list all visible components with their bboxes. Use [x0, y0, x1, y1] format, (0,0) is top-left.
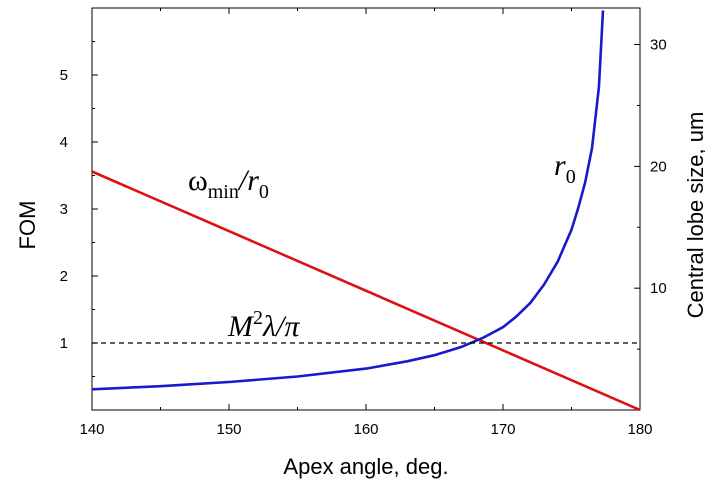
- annotation-omega-rest: /r: [237, 164, 259, 197]
- x-axis-title: Apex angle, deg.: [283, 454, 448, 479]
- y2-tick-label: 20: [650, 158, 667, 175]
- y-axis-ticks: 1 2 3 4 5: [60, 41, 98, 377]
- r0-curve: [91, 10, 605, 391]
- y-axis-title: FOM: [15, 201, 40, 250]
- plot-area: [91, 7, 641, 411]
- annotation-m-rest: λ/π: [262, 310, 300, 343]
- plot-frame: [91, 7, 641, 411]
- annotation-r: r: [554, 149, 566, 182]
- x-tick-label: 180: [627, 421, 652, 438]
- series-layer: [91, 10, 641, 412]
- x-tick-label: 160: [353, 421, 378, 438]
- y-tick-label: 1: [60, 335, 68, 352]
- x-tick-label: 140: [79, 421, 104, 438]
- annotation-omega-ratio: ωmin/r0: [188, 164, 269, 203]
- fom-line: [91, 170, 641, 412]
- y-tick-label: 5: [60, 67, 68, 84]
- annotation-m-sup: 2: [253, 307, 263, 329]
- x-axis-ticks: 140 150 160 170 180: [79, 8, 653, 438]
- annotation-omega-sub: min: [208, 181, 239, 203]
- y-tick-label: 2: [60, 268, 68, 285]
- y2-axis-title: Central lobe size, um: [683, 112, 705, 319]
- y2-tick-label: 10: [650, 280, 667, 297]
- y2-axis-ticks: 10 20 30: [634, 37, 667, 350]
- y-tick-label: 4: [60, 134, 68, 151]
- annotation-omega-zero: 0: [259, 181, 269, 203]
- annotation-omega: ω: [188, 164, 208, 197]
- annotation-r0: r0: [554, 149, 576, 188]
- annotation-m: M: [227, 310, 255, 343]
- y2-tick-label: 30: [650, 37, 667, 54]
- annotation-m2-lambda: M2λ/π: [227, 307, 300, 343]
- y-tick-label: 3: [60, 201, 68, 218]
- annotation-r-sub: 0: [566, 166, 576, 188]
- x-tick-label: 170: [490, 421, 515, 438]
- x-tick-label: 150: [216, 421, 241, 438]
